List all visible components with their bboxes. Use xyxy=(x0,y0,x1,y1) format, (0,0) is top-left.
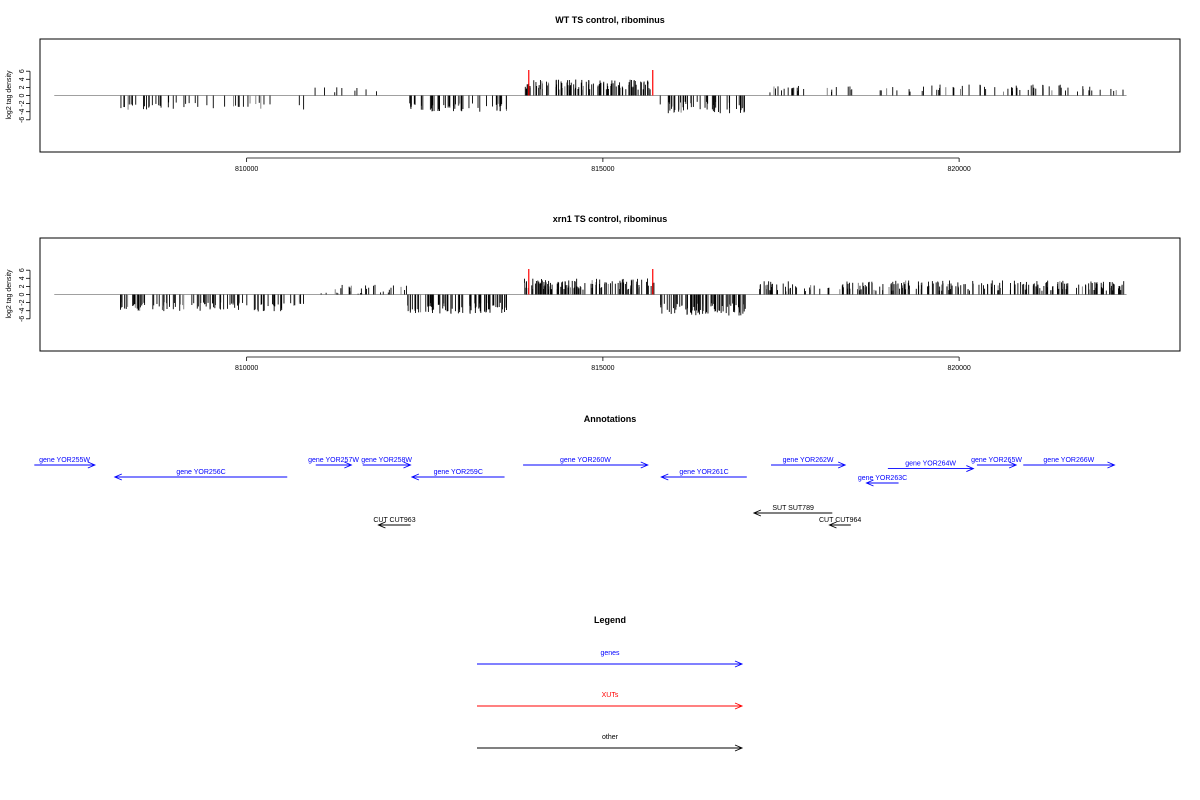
feature-arrowhead xyxy=(1008,461,1018,469)
feature-arrowhead xyxy=(87,461,97,469)
legend-label: other xyxy=(602,734,619,741)
feature-label: gene YOR266W xyxy=(1043,457,1094,464)
y-tick-label: 4 xyxy=(19,77,26,81)
annotation-feature: gene YOR261C xyxy=(660,469,747,481)
x-tick-label: 815000 xyxy=(591,166,614,173)
xrn1-plot-frame xyxy=(39,237,1181,352)
feature-arrowhead xyxy=(403,461,412,469)
annotations-panel: Annotations gene YOR255W gene YOR256C gene… xyxy=(34,414,1116,529)
annotation-feature: gene YOR266W xyxy=(1023,457,1116,469)
annotations-title: Annotations xyxy=(584,414,637,424)
feature-label: gene YOR258W xyxy=(361,457,412,464)
legend-arrowhead xyxy=(734,702,744,710)
legend-items: genes XUTs other xyxy=(477,650,744,752)
feature-label: gene YOR259C xyxy=(434,469,483,476)
feature-arrowhead xyxy=(966,465,975,473)
feature-arrowhead xyxy=(837,461,847,469)
feature-label: CUT CUT963 xyxy=(373,517,415,524)
y-tick-label: 0 xyxy=(19,292,26,296)
x-tick-label: 810000 xyxy=(235,166,258,173)
annotation-feature: gene YOR264W xyxy=(887,461,975,473)
y-tick-label: 4 xyxy=(19,276,26,280)
y-tick-label: -2 xyxy=(19,299,26,305)
xrn1-x-axis: 810000 815000 820000 xyxy=(235,356,971,372)
feature-arrowhead xyxy=(1107,461,1116,469)
feature-arrowhead xyxy=(377,521,386,529)
xrn1-title: xrn1 TS control, ribominus xyxy=(553,214,668,224)
x-tick-label: 820000 xyxy=(947,166,970,173)
legend-item: other xyxy=(477,734,744,752)
annotation-feature: CUT CUT964 xyxy=(819,517,861,529)
feature-arrowhead xyxy=(113,473,122,481)
feature-label: CUT CUT964 xyxy=(819,517,861,524)
feature-label: gene YOR256C xyxy=(176,469,225,476)
wt-signal-bars xyxy=(54,69,1127,114)
annotation-feature: gene YOR259C xyxy=(410,469,505,481)
y-tick-label: 2 xyxy=(19,85,26,89)
feature-label: gene YOR263C xyxy=(858,475,907,482)
annotation-feature: gene YOR256C xyxy=(113,469,288,481)
feature-arrowhead xyxy=(752,509,762,517)
xrn1-y-axis: 6 4 2 0 -2 -4 -6 xyxy=(19,268,31,322)
annotation-feature: gene YOR265W xyxy=(971,457,1022,469)
wt-panel: WT TS control, ribominus log2 tag densit… xyxy=(6,15,1181,173)
y-tick-label: -4 xyxy=(19,307,26,313)
xrn1-panel: xrn1 TS control, ribominus log2 tag dens… xyxy=(6,214,1181,372)
legend-item: genes xyxy=(477,650,744,668)
feature-arrowhead xyxy=(660,473,669,481)
feature-arrowhead xyxy=(640,461,649,469)
feature-label: SUT SUT789 xyxy=(772,505,814,512)
legend: Legend genes XUTs other xyxy=(477,615,744,752)
legend-arrowhead xyxy=(734,660,744,668)
legend-item: XUTs xyxy=(477,692,744,710)
legend-label: XUTs xyxy=(602,692,619,699)
feature-arrowhead xyxy=(410,473,420,481)
feature-label: gene YOR262W xyxy=(783,457,834,464)
wt-y-axis-label: log2 tag density xyxy=(6,70,13,120)
y-tick-label: -6 xyxy=(19,117,26,123)
x-tick-label: 820000 xyxy=(947,365,970,372)
wt-y-axis: 6 4 2 0 -2 -4 -6 xyxy=(19,69,31,123)
y-tick-label: 6 xyxy=(19,69,26,73)
y-tick-label: -6 xyxy=(19,316,26,322)
x-tick-label: 810000 xyxy=(235,365,258,372)
x-tick-label: 815000 xyxy=(591,365,614,372)
y-tick-label: 0 xyxy=(19,93,26,97)
feature-label: gene YOR265W xyxy=(971,457,1022,464)
feature-arrowhead xyxy=(865,479,874,487)
feature-arrowhead xyxy=(828,521,837,529)
y-tick-label: -2 xyxy=(19,100,26,106)
legend-title: Legend xyxy=(594,615,626,625)
wt-plot-frame xyxy=(39,38,1181,153)
annotation-feature: gene YOR255W xyxy=(34,457,97,469)
feature-label: gene YOR260W xyxy=(560,457,611,464)
annotation-feature: CUT CUT963 xyxy=(373,517,416,529)
feature-label: gene YOR264W xyxy=(905,461,956,468)
y-tick-label: 2 xyxy=(19,284,26,288)
feature-label: gene YOR257W xyxy=(308,457,359,464)
annotation-feature: gene YOR262W xyxy=(771,457,847,469)
xrn1-signal-bars xyxy=(54,268,1127,316)
annotation-feature: gene YOR263C xyxy=(858,475,907,487)
y-tick-label: 6 xyxy=(19,268,26,272)
annotation-feature: gene YOR260W xyxy=(523,457,649,469)
annotation-feature: gene YOR257W xyxy=(308,457,359,469)
wt-x-axis: 810000 815000 820000 xyxy=(235,157,971,173)
legend-label: genes xyxy=(600,650,620,657)
feature-label: gene YOR261C xyxy=(679,469,728,476)
legend-arrowhead xyxy=(734,744,744,752)
xrn1-y-axis-label: log2 tag density xyxy=(6,269,13,319)
feature-label: gene YOR255W xyxy=(39,457,90,464)
annotation-feature: gene YOR258W xyxy=(361,457,412,469)
y-tick-label: -4 xyxy=(19,108,26,114)
wt-title: WT TS control, ribominus xyxy=(555,15,665,25)
feature-arrowhead xyxy=(344,461,353,469)
annotation-feature: SUT SUT789 xyxy=(752,505,833,517)
